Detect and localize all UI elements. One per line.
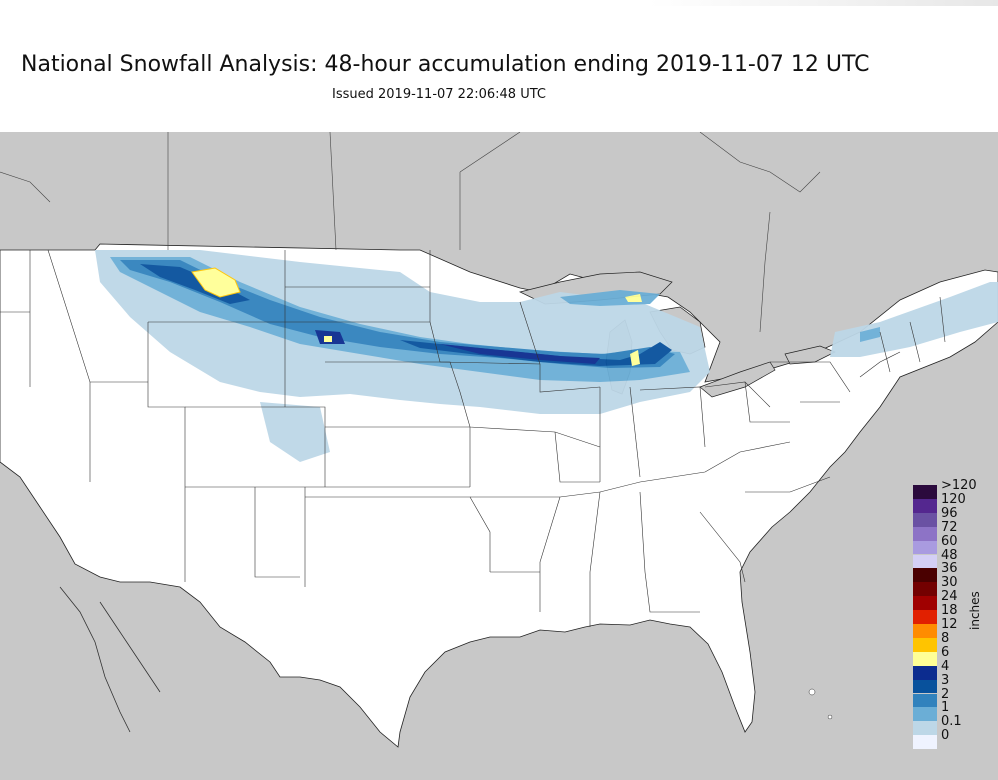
legend-label: 72 [941,519,958,535]
legend-swatch [913,582,937,597]
legend-label: 2 [941,686,950,702]
legend-swatch [913,735,937,750]
snowfall-map [0,132,998,780]
legend-label: 18 [941,603,958,619]
legend-swatch [913,721,937,736]
lake-erie [699,361,776,398]
legend-label: >120 [941,478,977,493]
legend-swatch [913,498,937,513]
legend-swatch [913,624,937,638]
legend-label: 0 [941,728,950,744]
legend-label: 12 [941,617,958,632]
legend-label: 48 [941,547,958,563]
baja-coast [59,586,161,733]
legend-swatch [913,637,937,652]
legend-units: inches [968,591,982,630]
legend-swatch [913,707,937,722]
legend-label: 24 [941,589,958,605]
legend-label: 4 [941,658,950,674]
legend-swatch [913,526,937,541]
issued-timestamp: Issued 2019-11-07 22:06:48 UTC [332,87,546,102]
legend-label: 30 [941,575,958,591]
legend-label: 8 [941,630,950,646]
legend-label: 36 [941,561,958,577]
map-title: National Snowfall Analysis: 48-hour accu… [21,52,870,77]
legend-swatch [913,610,937,624]
legend-swatch [913,540,937,555]
legend-swatch [913,679,937,694]
lake-ontario [784,345,836,365]
legend-swatch [913,665,937,680]
legend-label: 60 [941,533,958,549]
canada-borders [0,132,821,333]
legend-label: 6 [941,644,950,660]
legend-label: 96 [941,505,958,521]
legend-swatch [913,568,937,583]
top-right-shading [648,0,998,6]
legend-swatch [913,512,937,527]
islands [808,688,833,720]
legend-swatch [913,596,937,611]
legend-swatch [913,651,937,666]
legend-label: 3 [941,672,950,688]
snowfall-overlay [95,250,998,462]
legend-swatch [913,485,937,499]
legend-swatch [913,554,937,569]
legend-label: 1 [941,700,950,716]
legend-swatch [913,693,937,708]
state-borders [0,249,946,627]
legend-label: 120 [941,491,966,507]
legend-label: 0.1 [941,714,962,730]
